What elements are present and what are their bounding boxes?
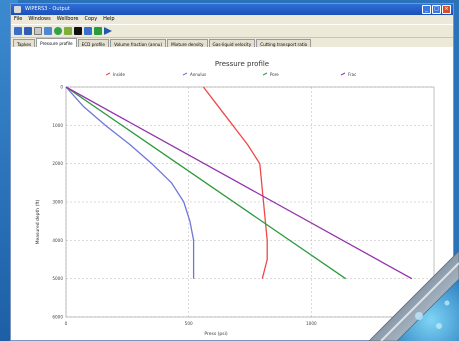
y-tick-label: 4000 [52,238,63,243]
tab-mixture-density[interactable]: Mixture density [167,39,208,48]
play-icon[interactable] [104,27,112,35]
refresh-icon[interactable] [54,27,62,35]
legend-label-annulus: Annulus [190,72,206,77]
plot-frame [65,86,435,318]
series-line-pore [65,86,347,280]
series-line-frac [65,86,413,280]
chart-title: Pressure profile [215,60,269,68]
x-tick-label: 1000 [306,321,317,326]
y-tick-label: 5000 [52,276,63,281]
run-icon[interactable] [94,27,102,35]
stop-icon[interactable] [74,27,82,35]
legend-swatch-annulus [182,72,188,76]
y-axis-label: Measured depth (ft) [35,199,41,244]
pipe-decoration-image [368,250,459,341]
print-icon[interactable] [34,27,42,35]
maximize-button[interactable]: □ [432,5,441,14]
window-title: WIPERS3 - Output [25,6,70,12]
menu-copy[interactable]: Copy [84,16,98,22]
y-tick-label: 0 [60,85,63,90]
minimize-button[interactable]: _ [422,5,431,14]
window-controls: _ □ × [422,5,451,14]
menu-windows[interactable]: Windows [28,16,51,22]
x-tick-label: 500 [185,321,193,326]
save-icon[interactable] [24,27,32,35]
legend-label-frac: Frac [348,72,356,77]
close-button[interactable]: × [442,5,451,14]
open-icon[interactable] [14,27,22,35]
legend-swatch-inside [105,72,111,76]
y-tick-label: 2000 [52,161,63,166]
tab-ecd-profile[interactable]: ECD profile [77,39,109,48]
tab-strip: Tapkes Pressure profile ECD profile Volu… [11,38,453,49]
x-axis-label: Press (psi) [204,331,227,337]
settings-icon[interactable] [64,27,72,35]
chart-area: 0 1000 2000 3000 4000 5000 6000 0 500 1000 Inside… [11,47,453,340]
output-window: WIPERS3 - Output _ □ × File Windows Well… [10,3,454,341]
menu-file[interactable]: File [14,16,23,22]
toolbar [11,24,453,38]
legend-swatch-pore [262,72,268,76]
tab-cutting-transport-ratio[interactable]: Cutting transport ratio [256,39,312,48]
series-line-annulus [65,86,195,279]
tab-pressure-profile[interactable]: Pressure profile [36,38,77,48]
legend-swatch-frac [340,72,346,76]
menu-help[interactable]: Help [103,16,115,22]
x-tick-label: 0 [65,321,68,326]
app-icon [14,6,21,13]
chart-icon[interactable] [84,27,92,35]
tab-tapkes[interactable]: Tapkes [13,39,36,48]
copy-icon[interactable] [44,27,52,35]
menu-bar: File Windows Wellbore Copy Help [11,15,453,24]
menu-wellbore[interactable]: Wellbore [56,16,79,22]
y-tick-label: 3000 [52,200,63,205]
series-line-inside [202,86,268,279]
legend-label-pore: Pore [270,72,279,77]
legend-label-inside: Inside [113,72,125,77]
tab-gas-liquid-velocity[interactable]: Gas-liquid velocity [208,39,256,48]
y-tick-label: 6000 [52,315,63,320]
tab-volume-fraction[interactable]: Volume fraction (annu) [109,39,167,48]
title-bar: WIPERS3 - Output _ □ × [11,4,453,15]
y-tick-label: 1000 [52,123,63,128]
